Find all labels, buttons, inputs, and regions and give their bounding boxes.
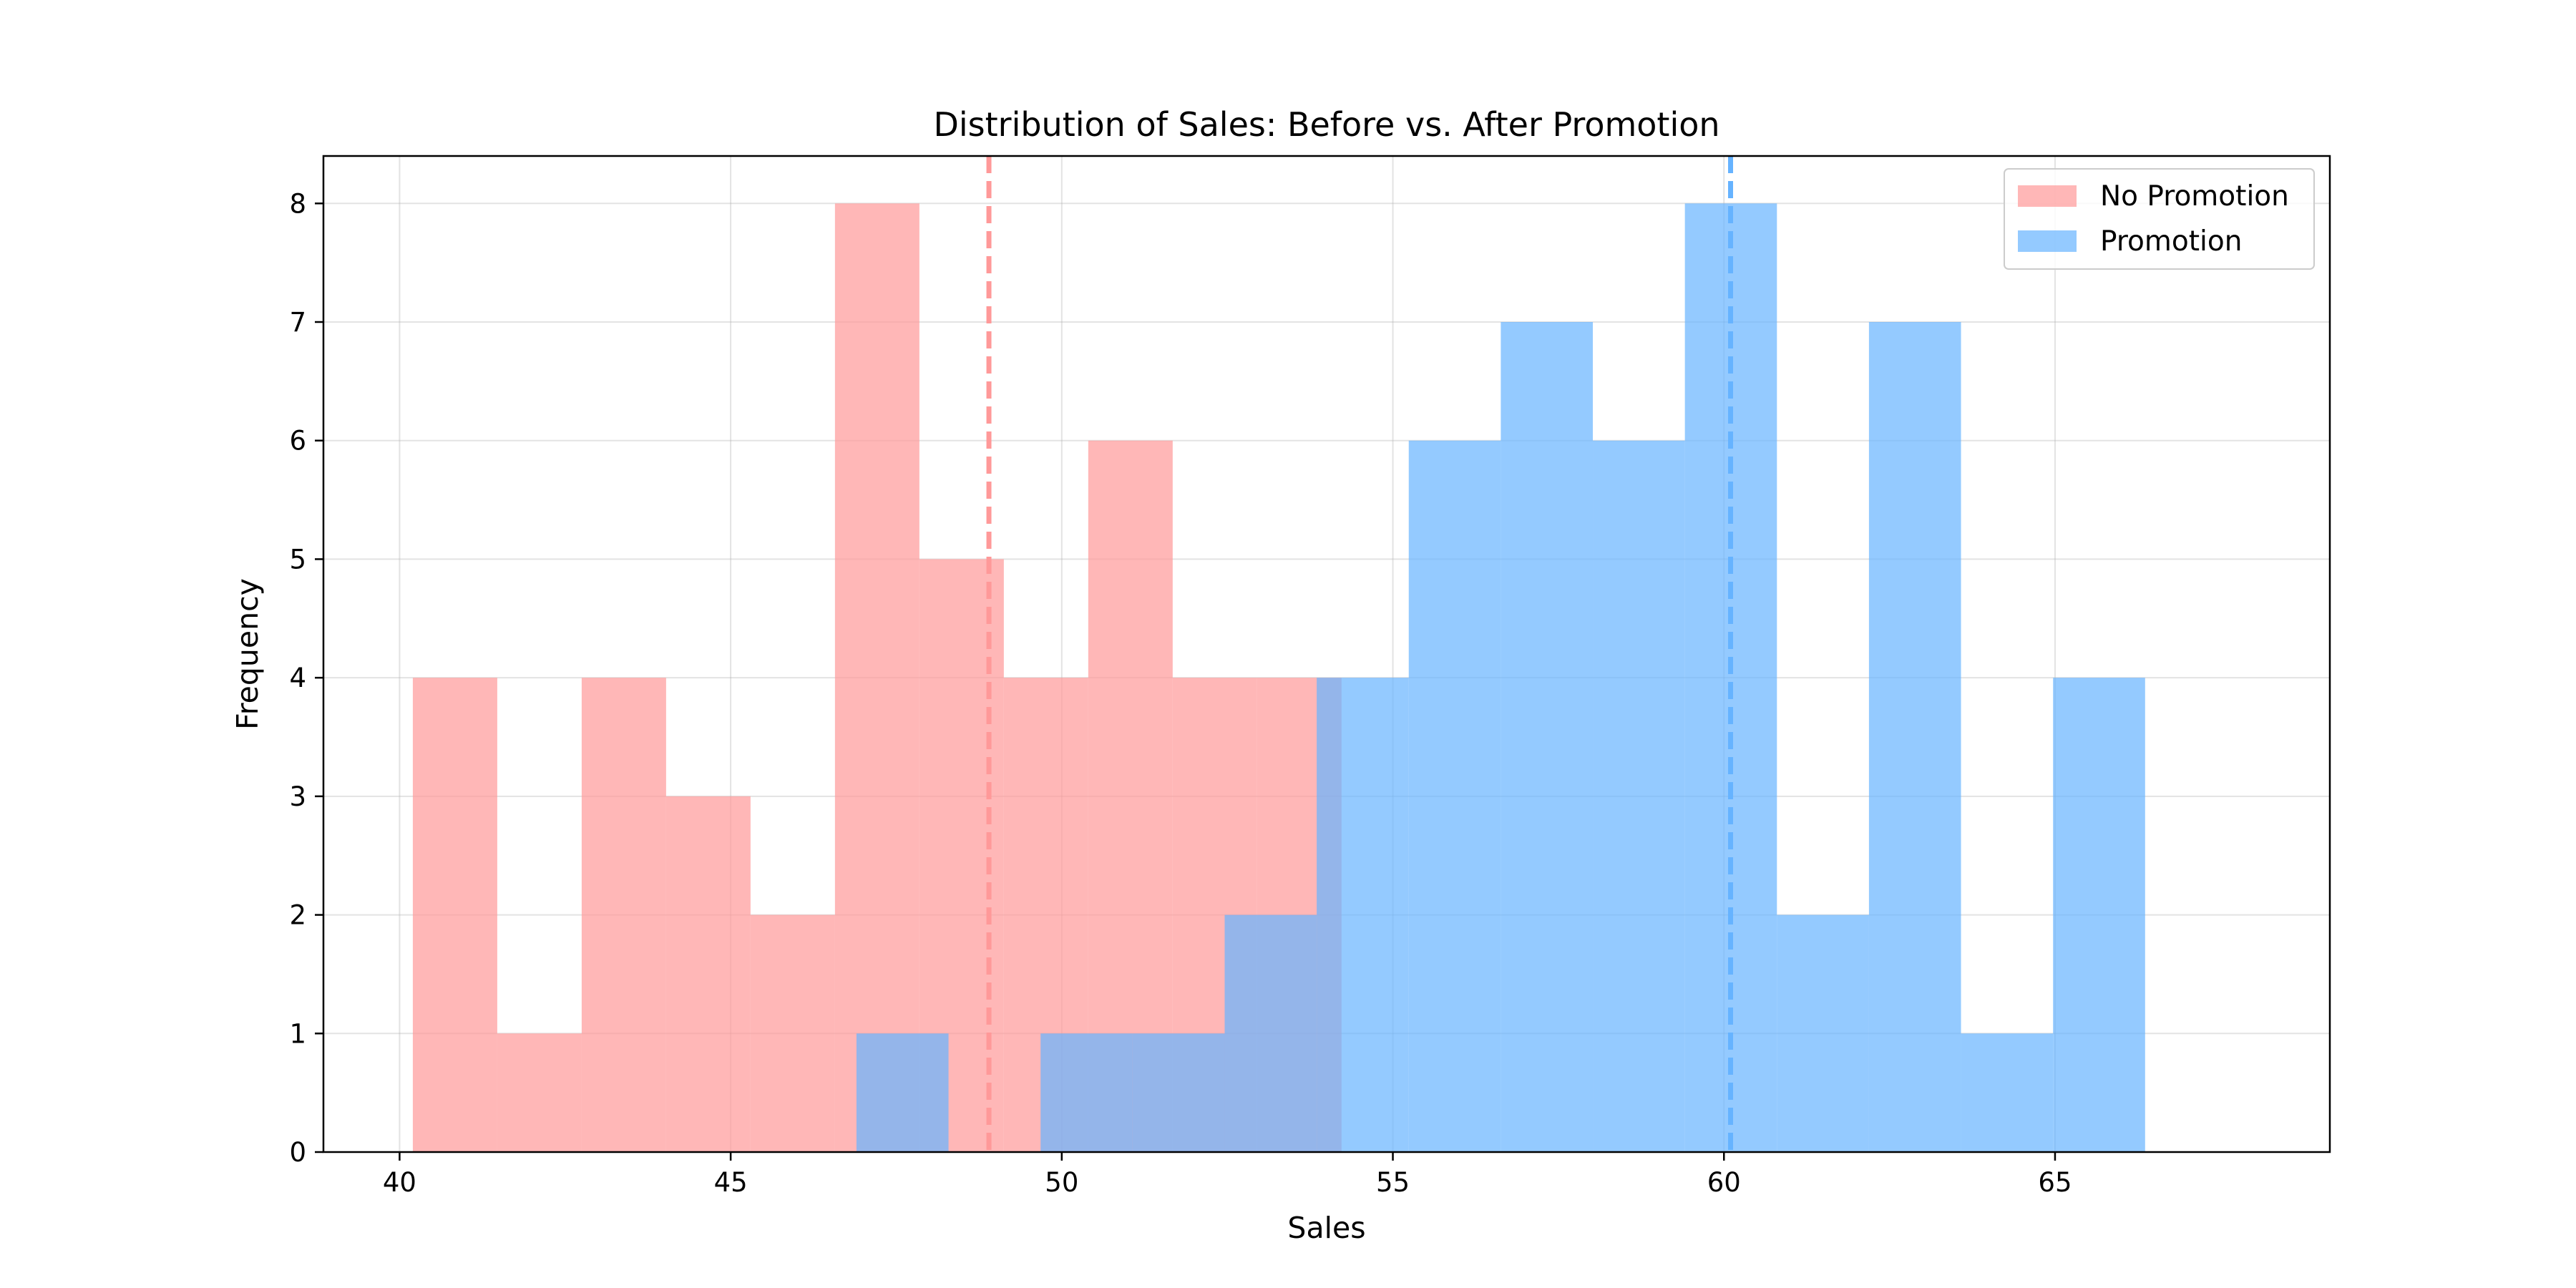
histogram-bar-promotion — [1408, 440, 1501, 1152]
y-tick-label: 3 — [289, 781, 306, 812]
y-tick-label: 2 — [289, 900, 306, 931]
histogram-bar-no-promotion — [834, 203, 919, 1153]
x-tick-label: 55 — [1376, 1167, 1410, 1198]
histogram-bar-promotion — [1593, 440, 1685, 1152]
histogram-bar-promotion — [1868, 322, 1961, 1152]
plot-frame — [322, 155, 2331, 1153]
x-tick-label: 40 — [383, 1167, 416, 1198]
histogram-bar-promotion — [856, 1033, 949, 1152]
legend-label-promotion: Promotion — [2100, 225, 2242, 258]
histogram-bar-promotion — [1501, 322, 1594, 1152]
histogram-bar-no-promotion — [497, 1033, 582, 1152]
histogram-bar-promotion — [1132, 1033, 1225, 1152]
x-tick-label: 65 — [2038, 1167, 2072, 1198]
histogram-bar-no-promotion — [665, 796, 751, 1152]
legend-label-no-promotion: No Promotion — [2100, 180, 2289, 213]
histogram-bar-no-promotion — [412, 678, 497, 1152]
histogram-bar-promotion — [1224, 914, 1317, 1152]
x-tick-label: 60 — [1707, 1167, 1741, 1198]
histogram-bar-promotion — [1777, 914, 1869, 1152]
legend-swatch-no-promotion — [2018, 185, 2077, 207]
histogram-bars — [412, 203, 2145, 1153]
legend-swatch-promotion — [2018, 230, 2077, 252]
x-tick-label: 50 — [1045, 1167, 1078, 1198]
mean-lines — [986, 156, 1734, 1152]
y-tick-label: 5 — [289, 544, 306, 575]
legend: No Promotion Promotion — [2004, 168, 2315, 270]
histogram-bar-promotion — [2053, 678, 2145, 1152]
chart-title: Distribution of Sales: Before vs. After … — [933, 105, 1719, 144]
histogram-bar-no-promotion — [581, 678, 666, 1152]
x-tick-label: 45 — [714, 1167, 748, 1198]
histogram-bar-promotion — [1040, 1033, 1133, 1152]
x-axis-title: Sales — [1287, 1211, 1365, 1245]
y-tick-label: 1 — [289, 1018, 306, 1049]
y-tick-label: 7 — [289, 307, 306, 338]
legend-box — [2004, 168, 2315, 270]
histogram-bar-no-promotion — [750, 914, 835, 1152]
y-tick-label: 4 — [289, 663, 306, 693]
y-tick-label: 6 — [289, 426, 306, 457]
y-tick-label: 0 — [289, 1137, 306, 1168]
y-tick-label: 8 — [289, 188, 306, 219]
y-axis-title: Frequency — [230, 578, 265, 730]
histogram-bar-promotion — [1961, 1033, 2054, 1152]
histogram-bar-promotion — [1317, 678, 1409, 1152]
